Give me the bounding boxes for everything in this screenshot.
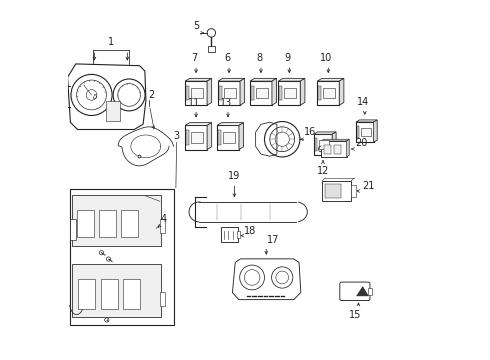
Polygon shape xyxy=(356,120,377,122)
FancyBboxPatch shape xyxy=(340,282,370,301)
Polygon shape xyxy=(218,78,245,81)
Polygon shape xyxy=(232,259,301,300)
Polygon shape xyxy=(314,132,336,134)
Bar xyxy=(334,145,341,154)
Bar xyxy=(70,189,174,325)
Bar xyxy=(357,126,360,138)
Polygon shape xyxy=(321,139,349,141)
Bar xyxy=(361,128,370,136)
Text: 17: 17 xyxy=(267,235,279,245)
Text: 11: 11 xyxy=(188,98,200,108)
Polygon shape xyxy=(185,78,212,81)
Bar xyxy=(251,86,253,100)
Bar xyxy=(70,219,76,240)
Bar xyxy=(318,86,321,100)
Text: 9: 9 xyxy=(285,53,291,63)
Bar xyxy=(160,292,165,306)
Bar xyxy=(186,86,189,100)
Bar xyxy=(351,185,356,197)
Polygon shape xyxy=(207,123,212,149)
Text: 16: 16 xyxy=(304,127,317,138)
Bar xyxy=(325,184,341,198)
Text: 4: 4 xyxy=(161,214,167,224)
Text: 5: 5 xyxy=(193,21,199,31)
Bar xyxy=(322,181,351,201)
FancyBboxPatch shape xyxy=(221,227,238,242)
Text: 8: 8 xyxy=(256,53,262,63)
Polygon shape xyxy=(278,78,305,81)
Bar xyxy=(237,231,241,238)
Text: 18: 18 xyxy=(244,226,256,236)
Bar xyxy=(224,88,236,98)
Text: 14: 14 xyxy=(357,97,369,107)
Bar xyxy=(101,279,118,309)
Polygon shape xyxy=(68,64,146,130)
Bar xyxy=(76,210,94,237)
Bar xyxy=(78,279,96,309)
FancyBboxPatch shape xyxy=(73,264,161,317)
Bar xyxy=(314,134,332,155)
Polygon shape xyxy=(332,132,336,155)
Bar xyxy=(250,81,272,105)
Bar xyxy=(106,101,120,121)
Bar xyxy=(315,138,318,151)
Polygon shape xyxy=(347,139,349,157)
Bar xyxy=(284,88,296,98)
Polygon shape xyxy=(240,78,245,105)
Text: 2: 2 xyxy=(148,90,154,100)
Bar xyxy=(186,130,189,145)
Polygon shape xyxy=(217,123,244,125)
Text: 10: 10 xyxy=(320,53,333,63)
Polygon shape xyxy=(239,123,244,149)
Polygon shape xyxy=(318,78,344,81)
Bar xyxy=(185,125,207,149)
Bar xyxy=(219,86,221,100)
Bar xyxy=(278,81,300,105)
Text: 15: 15 xyxy=(349,310,361,320)
Text: 6: 6 xyxy=(224,53,230,63)
Polygon shape xyxy=(250,78,276,81)
Text: 20: 20 xyxy=(356,138,368,148)
Bar xyxy=(356,122,374,142)
Bar xyxy=(318,81,339,105)
Bar xyxy=(218,81,240,105)
Bar xyxy=(191,88,203,98)
Bar xyxy=(208,46,215,52)
Bar xyxy=(185,81,207,105)
Text: 7: 7 xyxy=(191,53,197,63)
Polygon shape xyxy=(339,78,344,105)
Text: $\delta$: $\delta$ xyxy=(92,92,98,101)
Bar xyxy=(217,125,239,149)
Polygon shape xyxy=(357,287,368,296)
Polygon shape xyxy=(256,122,277,156)
Bar xyxy=(223,132,235,143)
Bar xyxy=(321,141,347,157)
Text: 12: 12 xyxy=(317,166,329,176)
Bar xyxy=(319,140,329,149)
Bar xyxy=(122,210,138,237)
Polygon shape xyxy=(207,78,212,105)
Polygon shape xyxy=(185,123,212,125)
Bar xyxy=(123,279,140,309)
Bar xyxy=(99,210,116,237)
Text: 13: 13 xyxy=(220,98,232,108)
Bar xyxy=(279,86,282,100)
Text: 1: 1 xyxy=(108,37,114,47)
Polygon shape xyxy=(272,78,276,105)
Bar xyxy=(160,219,165,233)
Bar xyxy=(368,288,372,295)
Bar xyxy=(324,145,331,154)
Text: 3: 3 xyxy=(173,131,180,141)
Polygon shape xyxy=(374,120,377,142)
FancyBboxPatch shape xyxy=(73,195,161,246)
Text: 19: 19 xyxy=(228,171,241,181)
Bar xyxy=(323,88,336,98)
Bar xyxy=(191,132,203,143)
Text: 21: 21 xyxy=(362,181,374,191)
Bar xyxy=(218,130,220,145)
Polygon shape xyxy=(300,78,305,105)
Bar xyxy=(256,88,268,98)
